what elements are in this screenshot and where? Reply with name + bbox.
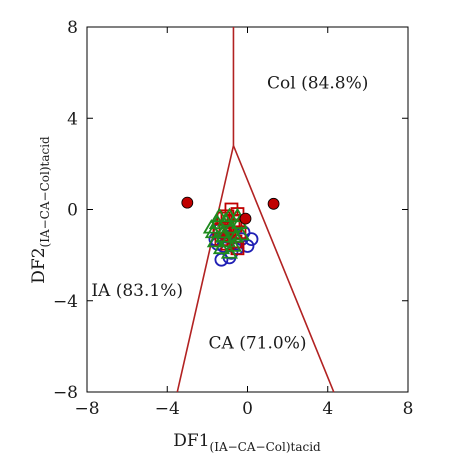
boundary-line-3 xyxy=(232,145,335,393)
centroid-1 xyxy=(181,196,194,209)
region-label: CA (71.0%) xyxy=(209,334,307,354)
triangle-point xyxy=(202,218,220,234)
triangle-point xyxy=(220,244,239,259)
axis-ticks: −8 −4 0 4 8 −8 −4 0 4 8 xyxy=(53,18,413,419)
y-tick-label: 4 xyxy=(67,109,78,129)
triangle-point xyxy=(214,223,232,239)
region-label: Col (84.8%) xyxy=(267,74,368,94)
centroid-3 xyxy=(267,197,280,210)
y-axis-label: DF2(IA−CA−Col)tacid xyxy=(29,136,52,284)
y-tick-label: 8 xyxy=(67,18,78,38)
circle-point xyxy=(214,252,229,267)
centroid-2 xyxy=(239,212,252,225)
triangle-point xyxy=(232,225,251,241)
triangle-point xyxy=(210,207,228,223)
x-tick-label: 8 xyxy=(403,399,414,419)
y-tick-label: 0 xyxy=(67,201,78,221)
region-labels: Col (84.8%) IA (83.1%) CA (71.0%) xyxy=(91,74,368,354)
x-tick-label: −4 xyxy=(155,399,180,419)
x-tick-label: 0 xyxy=(242,399,253,419)
region-label: IA (83.1%) xyxy=(91,281,183,301)
x-axis-label: DF1(IA−CA−Col)tacid xyxy=(173,431,321,454)
x-tick-label: −8 xyxy=(74,399,99,419)
x-tick-label: 4 xyxy=(322,399,333,419)
triangle-point xyxy=(218,232,237,248)
centroid-points xyxy=(181,196,280,225)
triangle-point xyxy=(216,212,235,227)
triangle-point xyxy=(206,232,224,248)
y-tick-label: −4 xyxy=(53,292,78,312)
boundary-lines xyxy=(176,27,335,393)
triangle-point xyxy=(214,228,232,243)
data-points xyxy=(202,202,259,267)
boundary-line-2 xyxy=(176,145,235,393)
y-tick-label: −8 xyxy=(53,383,78,403)
